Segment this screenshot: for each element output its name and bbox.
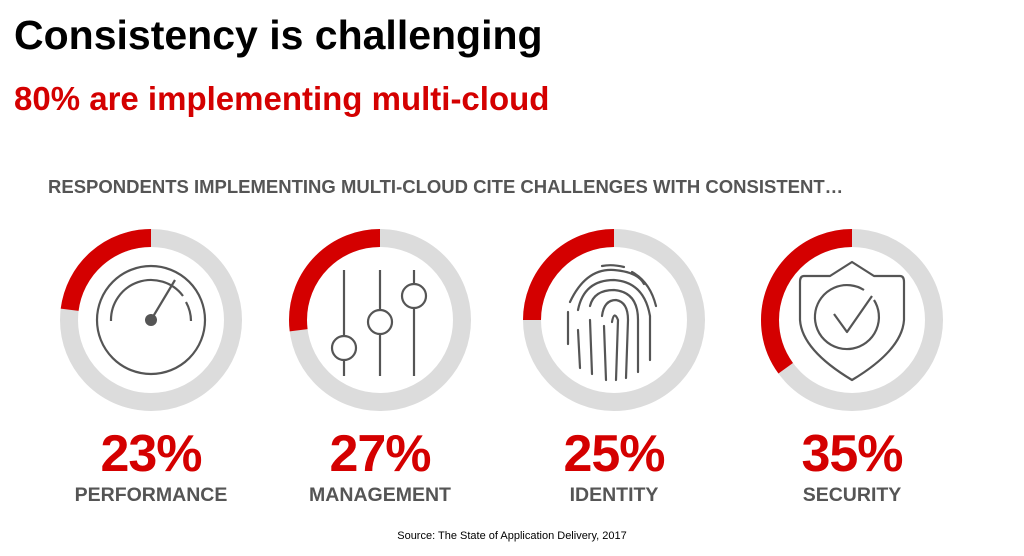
donut-gauge xyxy=(289,229,471,411)
percent-label: 35% xyxy=(801,425,903,483)
section-heading: RESPONDENTS IMPLEMENTING MULTI-CLOUD CIT… xyxy=(48,176,844,197)
sliders-icon xyxy=(330,270,428,376)
percent-label: 23% xyxy=(100,425,202,483)
gauge-item-performance: 23% PERFORMANCE xyxy=(31,222,271,507)
source-note: Source: The State of Application Deliver… xyxy=(397,530,627,542)
page-subtitle: 80% are implementing multi-cloud xyxy=(14,80,550,117)
category-label: IDENTITY xyxy=(569,484,659,506)
fingerprint-icon xyxy=(566,264,658,382)
category-label: PERFORMANCE xyxy=(74,484,228,506)
gauge-item-identity: 25% IDENTITY xyxy=(494,222,734,507)
gauge-value-arc xyxy=(289,229,471,411)
speedometer-icon xyxy=(95,264,207,376)
gauge-item-management: 27% MANAGEMENT xyxy=(260,222,500,507)
percent-label: 25% xyxy=(563,425,665,483)
gauge-value-arc xyxy=(60,229,242,411)
category-label: SECURITY xyxy=(802,484,902,506)
donut-gauge xyxy=(523,229,705,411)
page-title: Consistency is challenging xyxy=(14,12,543,58)
category-label: MANAGEMENT xyxy=(309,484,451,506)
gauge-value-arc xyxy=(761,229,943,411)
gauge-value-arc xyxy=(523,229,705,411)
percent-label: 27% xyxy=(329,425,431,483)
donut-gauge xyxy=(60,229,242,411)
shield-check-icon xyxy=(798,260,906,382)
gauge-item-security: 35% SECURITY xyxy=(732,222,972,507)
donut-gauge xyxy=(761,229,943,411)
